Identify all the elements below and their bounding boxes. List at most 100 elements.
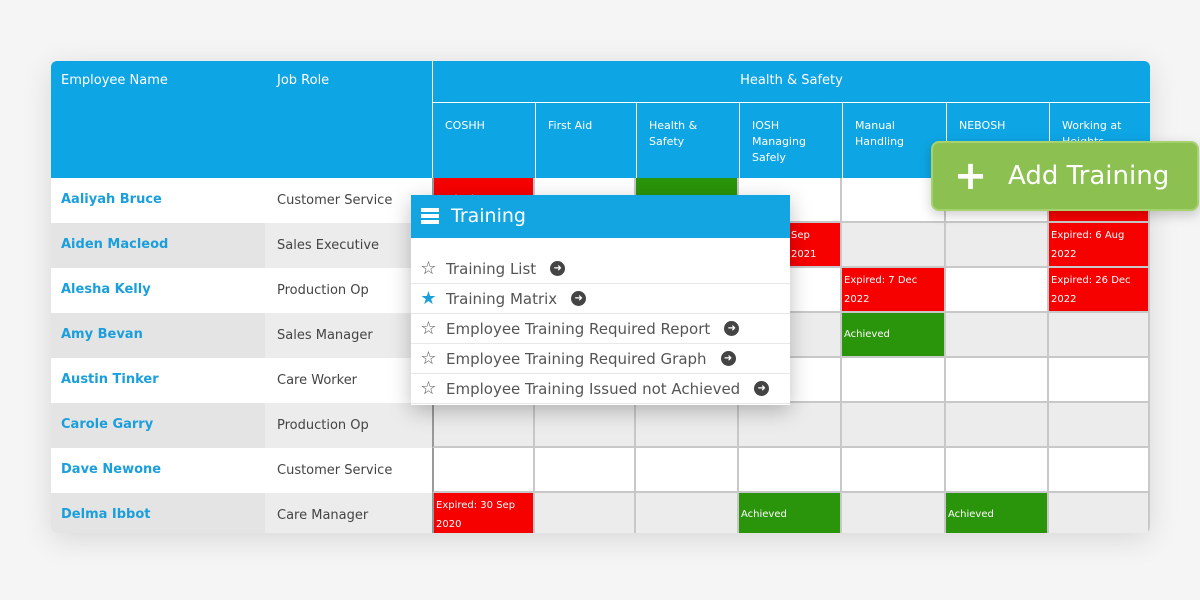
cell-status: Expired: 30 Sep 2020 [436,499,516,530]
course-label: NEBOSH [959,119,1006,132]
star-icon[interactable]: ☆ [420,348,437,369]
job-role: Sales Executive [277,238,380,253]
arrow-right-icon: ➜ [720,351,736,366]
job-role: Customer Service [277,193,393,208]
arrow-right-icon: ➜ [571,291,587,306]
plus-icon: + [953,153,988,199]
training-cell[interactable] [535,403,636,448]
employee-name-link[interactable]: Austin Tinker [61,372,159,387]
training-cell[interactable] [842,403,946,448]
training-cell[interactable] [842,493,946,533]
group-header: Health & Safety [432,61,1150,103]
employee-name-link[interactable]: Delma Ibbot [61,507,151,522]
cell-status: Expired: 6 Aug 2022 [1051,229,1125,260]
training-cell[interactable] [946,313,1049,358]
job-role: Care Manager [277,508,369,523]
course-header[interactable]: First Aid [535,103,636,178]
employee-name-link[interactable]: Aiden Macleod [61,237,169,252]
popup-title: Training [451,205,526,227]
course-header[interactable]: Manual Handling [842,103,946,178]
training-matrix-table: Employee Name Job Role Health & Safety C… [51,61,1150,533]
cell-status: Achieved [844,329,890,340]
menu-item-label: Training Matrix [446,289,558,308]
training-cell[interactable] [842,358,946,403]
course-label: COSHH [445,119,485,132]
col-job-role[interactable]: Job Role [277,73,330,88]
course-label: IOSH Managing Safely [752,119,806,164]
arrow-right-icon: ➜ [550,261,566,276]
training-cell[interactable] [842,223,946,268]
employee-name-link[interactable]: Aaliyah Bruce [61,192,162,207]
training-cell[interactable] [946,223,1049,268]
menu-item[interactable]: ★ Training Matrix ➜ [411,284,790,314]
training-cell[interactable] [946,358,1049,403]
training-cell[interactable] [946,403,1049,448]
training-cell[interactable] [739,403,842,448]
training-menu-popup: Training ☆ Training List ➜ ★ Training Ma… [411,195,790,405]
training-cell[interactable] [636,448,739,493]
training-cell[interactable] [636,493,739,533]
training-cell[interactable] [842,178,946,223]
training-cell[interactable] [946,268,1049,313]
training-cell[interactable]: Achieved [946,493,1049,533]
cell-status: Expired: 7 Dec 2022 [844,274,918,305]
cell-status: Achieved [741,509,787,520]
cell-status: Expired: 26 Dec 2022 [1051,274,1131,305]
arrow-right-icon: ➜ [754,381,770,396]
menu-item[interactable]: ☆ Employee Training Issued not Achieved … [411,374,790,404]
training-cell[interactable]: Expired: 6 Aug 2022 [1049,223,1150,268]
table-row: Dave Newone Customer Service [51,448,1150,493]
table-row: Delma Ibbot Care Manager Expired: 30 Sep … [51,493,1150,533]
training-cell[interactable] [535,493,636,533]
cell-status: Sep 2021 [791,229,817,260]
training-cell[interactable]: Expired: 7 Dec 2022 [842,268,946,313]
training-cell[interactable]: Expired: 26 Dec 2022 [1049,268,1150,313]
employee-name-link[interactable]: Carole Garry [61,417,154,432]
employee-name-link[interactable]: Dave Newone [61,462,162,477]
star-icon[interactable]: ☆ [420,258,437,279]
training-cell[interactable]: Achieved [842,313,946,358]
training-cell[interactable] [432,448,535,493]
employee-name-link[interactable]: Alesha Kelly [61,282,151,297]
training-cell[interactable] [946,448,1049,493]
col-employee-name[interactable]: Employee Name [61,73,168,88]
course-label: First Aid [548,119,593,132]
menu-item-label: Employee Training Issued not Achieved [446,379,741,398]
training-cell[interactable] [842,448,946,493]
star-icon[interactable]: ★ [420,288,437,309]
training-cell[interactable] [636,403,739,448]
course-label: Health & Safety [649,119,698,148]
employee-name-link[interactable]: Amy Bevan [61,327,143,342]
training-cell[interactable] [1049,448,1150,493]
menu-item[interactable]: ☆ Employee Training Required Report ➜ [411,314,790,344]
job-role: Sales Manager [277,328,373,343]
training-cell[interactable] [1049,493,1150,533]
menu-item-label: Employee Training Required Report [446,319,711,338]
course-header[interactable]: COSHH [432,103,535,178]
training-cell[interactable] [1049,313,1150,358]
job-role: Customer Service [277,463,393,478]
add-training-button[interactable]: + Add Training [931,141,1199,211]
training-cell[interactable] [1049,403,1150,448]
course-header[interactable]: Health & Safety [636,103,739,178]
menu-item-label: Employee Training Required Graph [446,349,707,368]
menu-item[interactable]: ☆ Employee Training Required Graph ➜ [411,344,790,374]
job-role: Production Op [277,283,369,298]
job-role: Production Op [277,418,369,433]
table-row: Carole Garry Production Op [51,403,1150,448]
star-icon[interactable]: ☆ [420,318,437,339]
training-cell[interactable] [432,403,535,448]
group-header-label: Health & Safety [740,73,843,88]
training-cell[interactable] [739,448,842,493]
popup-header: Training [411,195,790,238]
training-cell[interactable] [1049,358,1150,403]
course-header[interactable]: NEBOSH [946,103,1049,178]
job-role: Care Worker [277,373,358,388]
course-header[interactable]: IOSH Managing Safely [739,103,842,178]
training-cell[interactable] [535,448,636,493]
training-cell[interactable]: Achieved [739,493,842,533]
star-icon[interactable]: ☆ [420,378,437,399]
menu-item[interactable]: ☆ Training List ➜ [411,254,790,284]
course-label: Manual Handling [855,119,905,148]
training-cell[interactable]: Expired: 30 Sep 2020 [432,493,535,533]
